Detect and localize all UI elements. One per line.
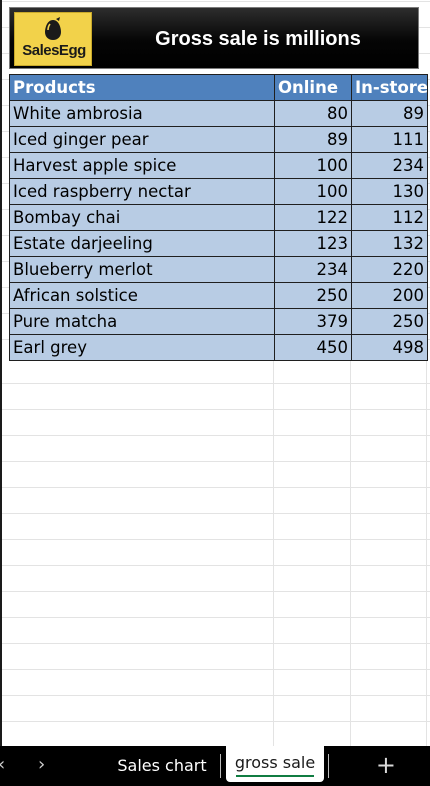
in-store-cell[interactable]: 111 <box>351 126 428 153</box>
in-store-cell[interactable]: 132 <box>351 230 428 257</box>
table-row: African solstice 250 200 <box>9 282 428 309</box>
header-products[interactable]: Products <box>9 74 275 101</box>
product-cell[interactable]: Estate darjeeling <box>9 230 275 257</box>
online-cell[interactable]: 80 <box>274 100 352 127</box>
window-left-edge <box>0 0 2 746</box>
in-store-cell[interactable]: 130 <box>351 178 428 205</box>
table-row: White ambrosia 80 89 <box>9 100 428 127</box>
chevron-left-icon[interactable]: ‹ <box>0 754 5 775</box>
in-store-cell[interactable]: 498 <box>351 334 428 361</box>
grid-column-line <box>273 358 274 746</box>
online-cell[interactable]: 89 <box>274 126 352 153</box>
table-row: Iced raspberry nectar 100 130 <box>9 178 428 205</box>
tab-divider <box>220 754 221 778</box>
logo-text: SalesEgg <box>22 42 86 59</box>
product-cell[interactable]: Iced raspberry nectar <box>9 178 275 205</box>
product-cell[interactable]: African solstice <box>9 282 275 309</box>
table-row: Bombay chai 122 112 <box>9 204 428 231</box>
products-table: Products Online In-store White ambrosia … <box>9 74 428 361</box>
online-cell[interactable]: 123 <box>274 230 352 257</box>
table-row: Iced ginger pear 89 111 <box>9 126 428 153</box>
grid-column-line <box>350 358 351 746</box>
product-cell[interactable]: Iced ginger pear <box>9 126 275 153</box>
online-cell[interactable]: 450 <box>274 334 352 361</box>
egg-icon <box>45 17 61 40</box>
sheet-tab-bar: ‹ › Sales chart gross sale + <box>0 746 430 786</box>
product-cell[interactable]: Earl grey <box>9 334 275 361</box>
active-tab-underline <box>236 775 314 777</box>
in-store-cell[interactable]: 234 <box>351 152 428 179</box>
in-store-cell[interactable]: 220 <box>351 256 428 283</box>
add-sheet-icon[interactable]: + <box>375 751 396 779</box>
in-store-cell[interactable]: 89 <box>351 100 428 127</box>
table-row: Harvest apple spice 100 234 <box>9 152 428 179</box>
table-row: Estate darjeeling 123 132 <box>9 230 428 257</box>
tab-gross-sale-label: gross sale <box>234 753 316 772</box>
product-cell[interactable]: Blueberry merlot <box>9 256 275 283</box>
table-row: Earl grey 450 498 <box>9 334 428 361</box>
online-cell[interactable]: 379 <box>274 308 352 335</box>
tab-sales-chart[interactable]: Sales chart <box>117 756 207 775</box>
table-row: Pure matcha 379 250 <box>9 308 428 335</box>
online-cell[interactable]: 250 <box>274 282 352 309</box>
tab-divider <box>328 754 329 778</box>
title-banner[interactable]: SalesEgg Gross sale is millions <box>9 7 419 69</box>
spreadsheet-area: SalesEgg Gross sale is millions Products… <box>0 0 430 746</box>
online-cell[interactable]: 122 <box>274 204 352 231</box>
online-cell[interactable]: 234 <box>274 256 352 283</box>
header-online[interactable]: Online <box>274 74 352 101</box>
product-cell[interactable]: Bombay chai <box>9 204 275 231</box>
product-cell[interactable]: White ambrosia <box>9 100 275 127</box>
table-row: Blueberry merlot 234 220 <box>9 256 428 283</box>
banner-title: Gross sale is millions <box>155 28 361 50</box>
tab-gross-sale[interactable]: gross sale <box>226 746 324 782</box>
product-cell[interactable]: Pure matcha <box>9 308 275 335</box>
salesegg-logo: SalesEgg <box>14 12 92 66</box>
in-store-cell[interactable]: 250 <box>351 308 428 335</box>
in-store-cell[interactable]: 200 <box>351 282 428 309</box>
in-store-cell[interactable]: 112 <box>351 204 428 231</box>
table-header-row: Products Online In-store <box>9 74 428 101</box>
online-cell[interactable]: 100 <box>274 152 352 179</box>
header-in-store[interactable]: In-store <box>351 74 428 101</box>
chevron-right-icon[interactable]: › <box>38 754 46 775</box>
online-cell[interactable]: 100 <box>274 178 352 205</box>
product-cell[interactable]: Harvest apple spice <box>9 152 275 179</box>
grid-column-line <box>426 358 427 746</box>
